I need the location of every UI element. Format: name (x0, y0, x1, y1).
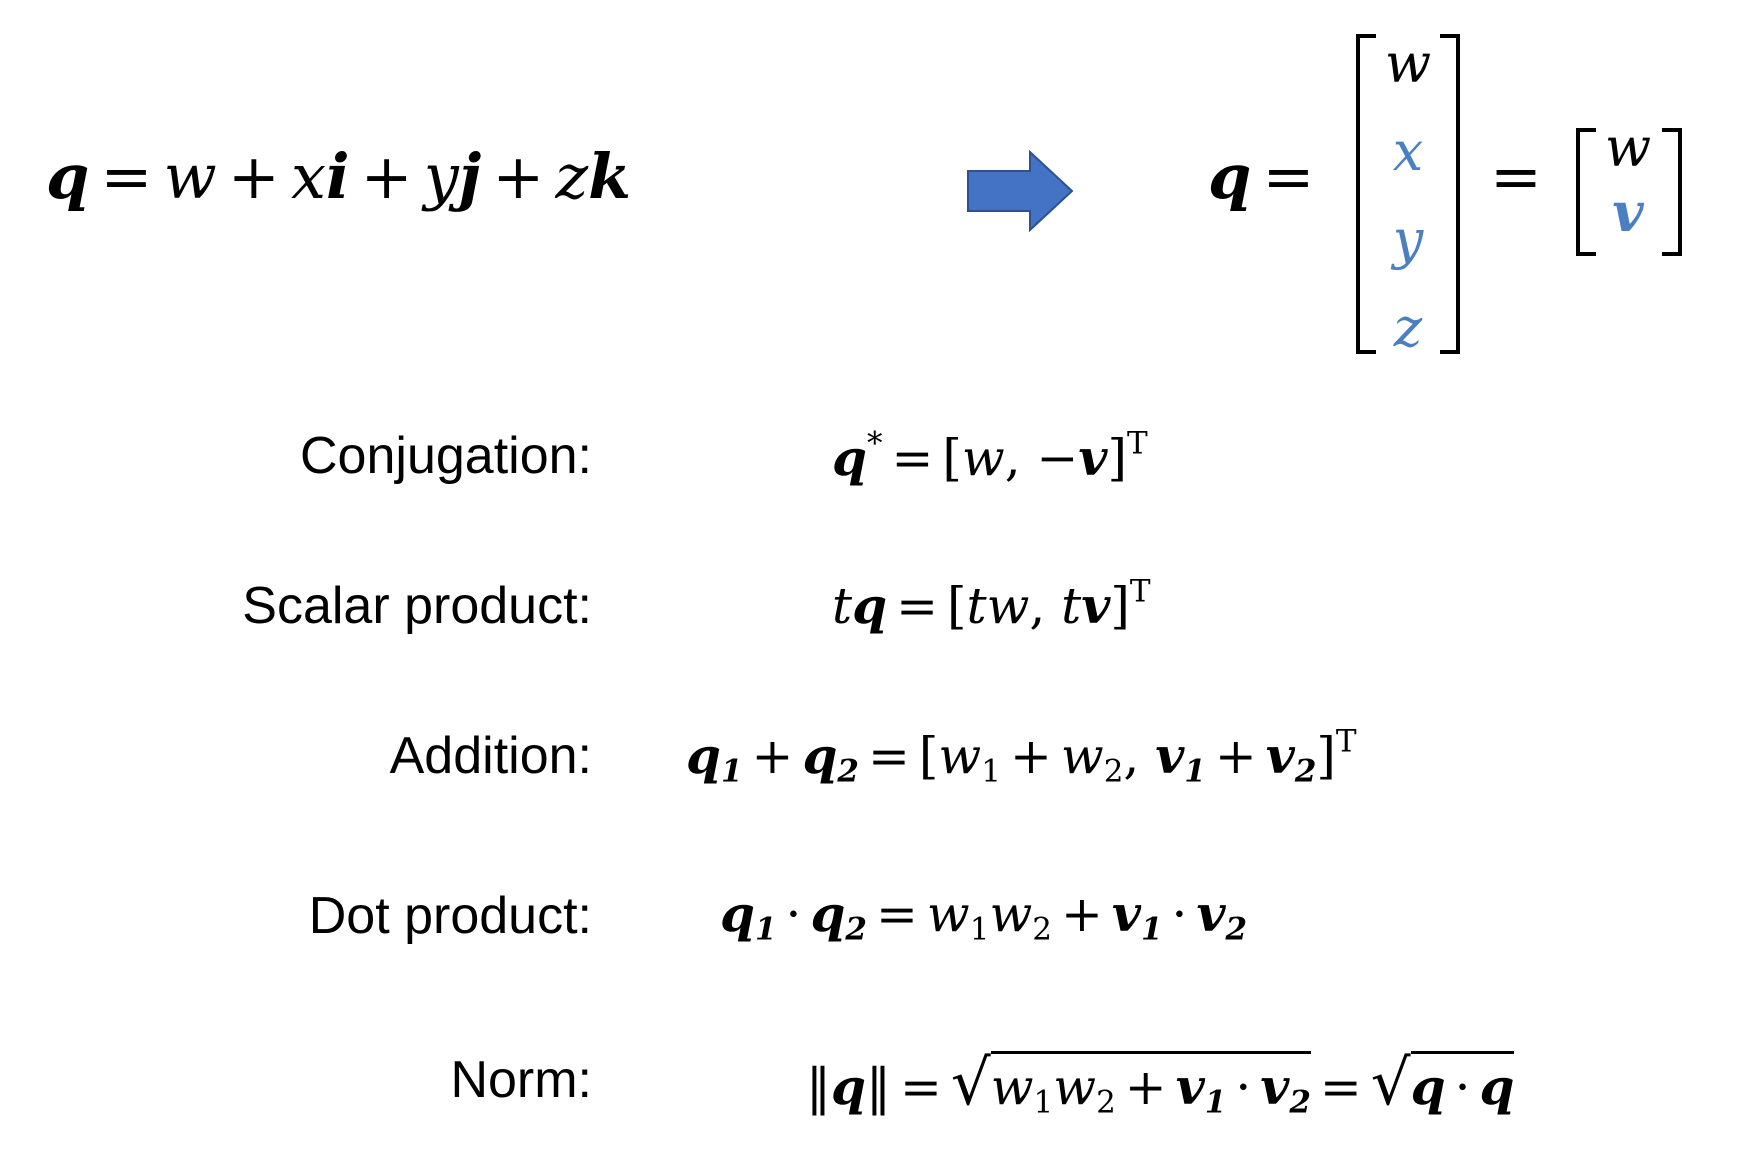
vector-form-lhs: q = (1208, 140, 1315, 213)
label-scalar-product: Scalar product: (242, 577, 592, 635)
component-v: v (1612, 180, 1644, 244)
component-x: x (1392, 120, 1424, 183)
formula-dot-product: q1 · q2 = w1w2 + v1 · v2 (720, 884, 1248, 948)
q-symbol: q (46, 140, 90, 213)
label-addition: Addition: (389, 727, 592, 785)
right-arrow-icon (967, 150, 1074, 232)
column-vector: w x y z (1372, 20, 1444, 372)
formula-norm: ‖q‖ = √w1w2 + v1 · v2 = √q · q (806, 1046, 1515, 1121)
label-dot-product: Dot product: (308, 887, 592, 945)
formula-scalar-product: tq = [tw, tv]T (832, 573, 1151, 635)
component-w-2: w (1604, 116, 1652, 179)
component-z: z (1393, 296, 1423, 359)
right-bracket (1440, 34, 1460, 354)
left-bracket-2 (1576, 128, 1596, 256)
formula-addition: q1 + q2 = [w1 + w2, v1 + v2]T (686, 723, 1357, 790)
label-conjugation: Conjugation: (300, 427, 592, 485)
formula-conjugation: q* = [w, −v]T (832, 425, 1148, 487)
quaternion-definition: q = w + xi + yj + zk (46, 140, 632, 213)
component-w: w (1384, 32, 1432, 95)
component-y: y (1392, 208, 1424, 271)
left-bracket (1356, 34, 1376, 354)
right-bracket-2 (1662, 128, 1682, 256)
label-norm: Norm: (450, 1051, 592, 1109)
equals-sign-2: = (1490, 140, 1542, 213)
column-vector-2: w v (1590, 116, 1666, 244)
